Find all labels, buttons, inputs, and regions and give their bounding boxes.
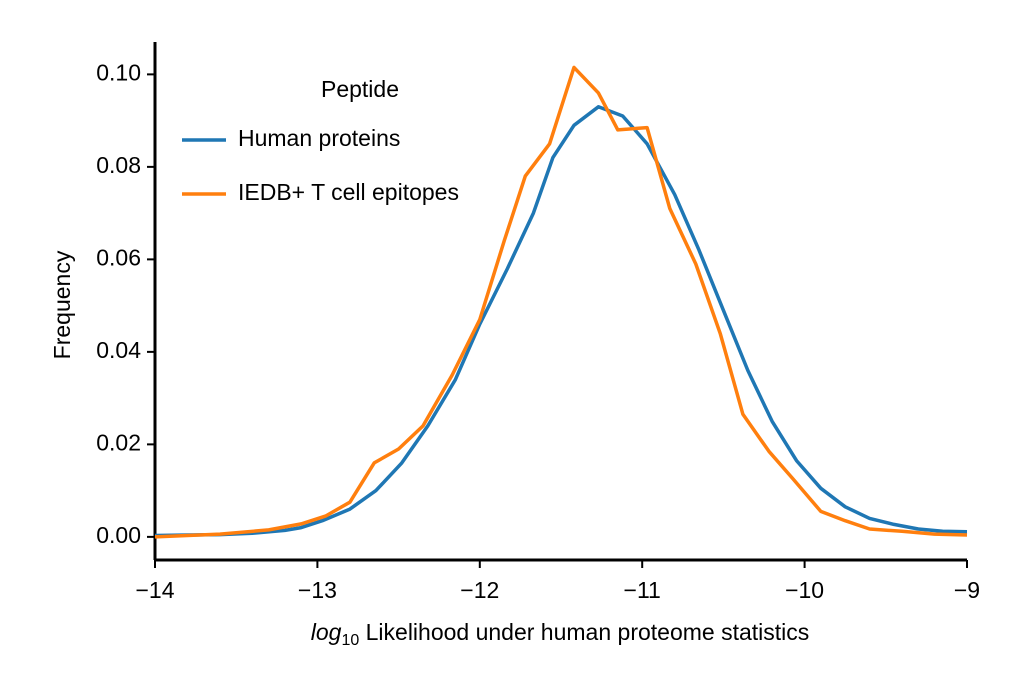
y-tick-label: 0.00 xyxy=(96,522,141,548)
x-tick-label: −14 xyxy=(135,577,174,603)
x-tick-label: −12 xyxy=(460,577,499,603)
x-label-sub: 10 xyxy=(341,632,359,649)
y-tick-label: 0.04 xyxy=(96,337,141,363)
y-tick-label: 0.10 xyxy=(96,59,141,85)
x-label-log: log xyxy=(311,619,342,645)
x-tick-label: −11 xyxy=(624,577,661,603)
line xyxy=(154,65,968,539)
y-tick-label: 0.06 xyxy=(96,244,141,270)
y-axis-label: Frequency xyxy=(49,250,75,359)
x-tick-label: −9 xyxy=(954,577,980,603)
y-tick-label: 0.08 xyxy=(96,152,141,178)
x-tick-label: −13 xyxy=(298,577,337,603)
line xyxy=(154,105,968,538)
x-axis-label: log10 Likelihood under human proteome st… xyxy=(311,619,810,649)
x-tick-label: −10 xyxy=(785,577,824,603)
x-label-text: Likelihood under human proteome statisti… xyxy=(359,619,809,645)
y-tick-label: 0.02 xyxy=(96,429,141,455)
legend-label: Human proteins xyxy=(238,125,400,151)
legend-label: IEDB+ T cell epitopes xyxy=(238,179,459,205)
legend-title: Peptide xyxy=(321,76,399,102)
